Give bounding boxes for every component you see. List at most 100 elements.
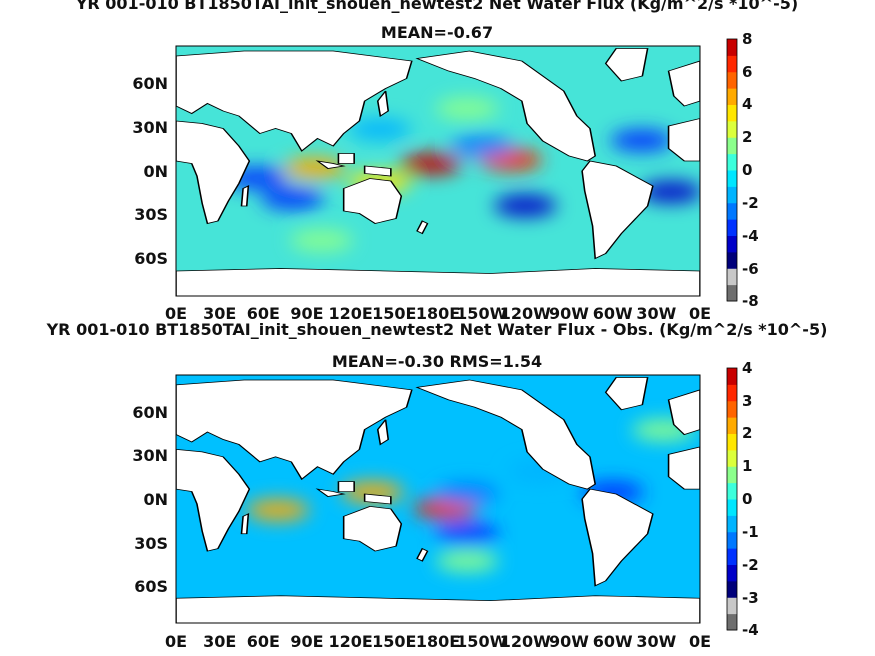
xtick-bottom-2: 60E [247, 632, 280, 651]
title-top: YR 001-010 BT1850TAI_init_shouen_newtest… [75, 0, 798, 13]
xtick-top-5: 150E [372, 304, 416, 323]
ytick-top-60s: 60S [134, 249, 168, 268]
colorbar-swatch [727, 368, 737, 385]
xtick-bottom-3: 90E [290, 632, 323, 651]
plot-area-bottom [175, 374, 701, 624]
xtick-top-9: 90W [549, 304, 589, 323]
y-axis-bottom: 60N 30N 0N 30S 60S [132, 403, 168, 596]
ytick-bottom-30n: 30N [132, 446, 168, 465]
flux-zone [261, 187, 324, 211]
x-axis-top: 0E 30E 60E 90E 120E 150E 180E 150W 120W … [165, 304, 711, 323]
xtick-top-10: 60W [593, 304, 633, 323]
subtitle-top: MEAN=-0.67 [381, 23, 493, 42]
colorbar-swatch [727, 55, 737, 73]
colorbar-swatch [727, 564, 737, 582]
xtick-top-1: 30E [203, 304, 236, 323]
cbar-top-tick-3: 2 [742, 128, 752, 146]
xtick-top-7: 150W [456, 304, 507, 323]
colorbar-swatch [727, 433, 737, 451]
flux-zone [348, 118, 412, 141]
flux-zone [435, 97, 499, 120]
flux-zone [282, 156, 346, 180]
subtitle-bottom: MEAN=-0.30 RMS=1.54 [332, 352, 542, 371]
cbar-top-tick-5: -2 [742, 194, 759, 212]
xtick-bottom-5: 150E [372, 632, 416, 651]
ytick-top-30s: 30S [134, 205, 168, 224]
colorbar-swatch [727, 482, 737, 500]
colorbar-swatch [727, 466, 737, 484]
colorbar-swatch [727, 186, 737, 204]
xtick-top-8: 120W [500, 304, 551, 323]
x-axis-bottom: 0E 30E 60E 90E 120E 150E 180E 150W 120W … [165, 632, 711, 651]
ytick-bottom-60s: 60S [134, 577, 168, 596]
cbar-top-tick-4: 0 [742, 161, 752, 179]
colorbar-swatch [727, 499, 737, 516]
ytick-top-60n: 60N [132, 74, 168, 93]
xtick-bottom-1: 30E [203, 632, 236, 651]
colorbar-swatch [727, 120, 737, 138]
colorbar-swatch [727, 88, 737, 105]
cbar-bottom-tick-5: -1 [742, 523, 759, 541]
colorbar-swatch [727, 400, 737, 418]
xtick-bottom-7: 150W [456, 632, 507, 651]
flux-zone [399, 152, 463, 176]
colorbar-swatch [727, 153, 737, 171]
cbar-bottom-tick-1: 3 [742, 392, 752, 410]
colorbar-swatches-top [727, 39, 737, 302]
colorbar-swatch [727, 531, 737, 549]
flux-zone [493, 194, 557, 217]
xtick-top-11: 30W [636, 304, 676, 323]
y-axis-top: 60N 30N 0N 30S 60S [132, 74, 168, 268]
colorbar-swatch [727, 449, 737, 467]
flux-zone [435, 522, 499, 545]
colorbar-swatch [727, 71, 737, 89]
colorbar-swatch [727, 580, 737, 598]
ytick-bottom-60n: 60N [132, 403, 168, 422]
colorbar-swatch [727, 235, 737, 253]
colorbar-frame-bottom [726, 367, 738, 631]
xtick-top-3: 90E [290, 304, 323, 323]
colorbar-swatch [727, 384, 737, 402]
cbar-bottom-tick-0: 4 [742, 359, 752, 377]
colorbar-swatch [727, 219, 737, 236]
cbar-bottom-tick-6: -2 [742, 556, 759, 574]
xtick-top-12: 0E [689, 304, 711, 323]
colorbar-top: 8 6 4 2 0 -2 -4 -6 -8 [726, 30, 759, 310]
flux-zone [435, 482, 499, 505]
xtick-bottom-11: 30W [636, 632, 676, 651]
colorbar-swatch [727, 202, 737, 220]
ytick-top-30n: 30N [132, 118, 168, 137]
xtick-top-0: 0E [165, 304, 187, 323]
plot-frame-top [175, 45, 701, 297]
colorbar-swatch [727, 613, 737, 631]
colorbar-frame-top [726, 38, 738, 302]
ytick-top-0n: 0N [143, 162, 168, 181]
ytick-bottom-0n: 0N [143, 490, 168, 509]
colorbar-bottom: 4 3 2 1 0 -1 -2 -3 -4 [726, 359, 759, 639]
xtick-bottom-4: 120E [329, 632, 373, 651]
xtick-bottom-0: 0E [165, 632, 187, 651]
colorbar-swatch [727, 284, 737, 302]
cbar-bottom-tick-3: 1 [742, 457, 752, 475]
colorbar-swatch [727, 548, 737, 565]
cbar-bottom-tick-4: 0 [742, 490, 752, 508]
flux-zone [246, 498, 310, 522]
flux-zone [290, 229, 353, 252]
flux-zone [435, 549, 499, 573]
cbar-top-tick-2: 4 [742, 95, 752, 113]
colorbar-swatch [727, 39, 737, 56]
xtick-bottom-10: 60W [593, 632, 633, 651]
colorbar-swatches-bottom [727, 368, 737, 631]
colorbar-swatch [727, 597, 737, 615]
plot-area-top [175, 45, 701, 297]
cbar-top-tick-1: 6 [742, 63, 752, 81]
colorbar-swatch [727, 417, 737, 434]
flux-zone [450, 134, 514, 158]
colorbar-swatch [727, 137, 737, 155]
ytick-bottom-30s: 30S [134, 534, 168, 553]
plot-frame-bottom [175, 374, 701, 624]
cbar-bottom-tick-2: 2 [742, 424, 752, 442]
colorbar-swatch [727, 268, 737, 286]
xtick-top-6: 180E [416, 304, 460, 323]
